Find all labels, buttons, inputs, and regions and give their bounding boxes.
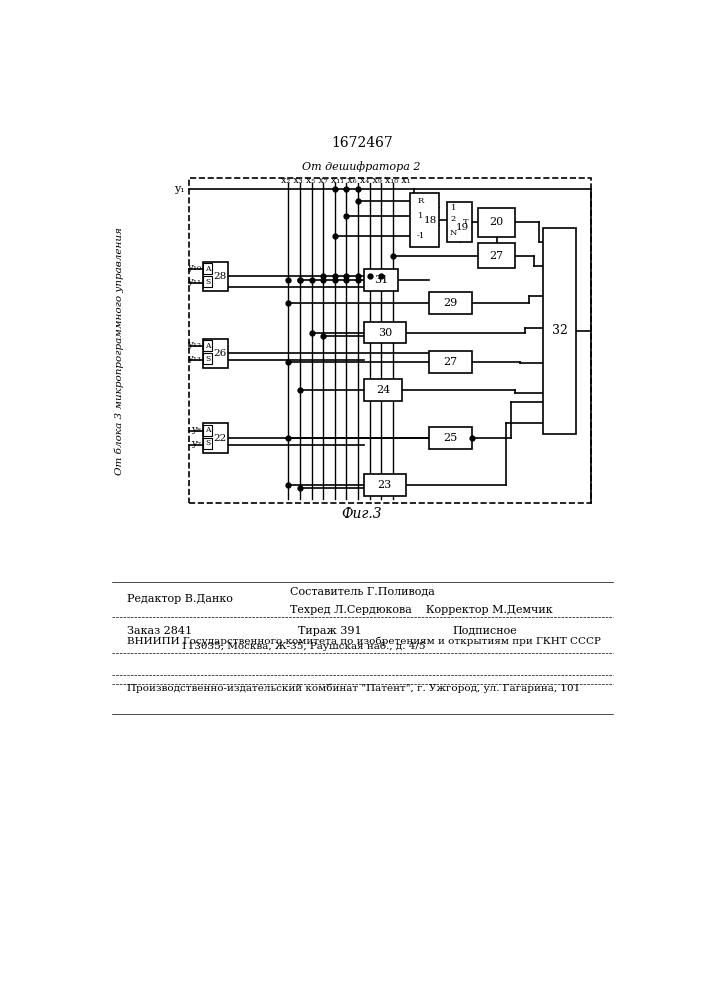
Bar <box>429 427 472 449</box>
Text: Техред Л.Сердюкова    Корректор М.Демчик: Техред Л.Сердюкова Корректор М.Демчик <box>290 605 552 615</box>
Bar <box>363 474 406 496</box>
Bar <box>203 276 212 287</box>
Text: 1672467: 1672467 <box>331 136 393 150</box>
Text: y₁: y₁ <box>174 184 185 194</box>
Bar <box>203 263 212 274</box>
Bar <box>363 269 398 291</box>
Text: T: T <box>463 218 469 226</box>
Bar <box>543 228 575 434</box>
Text: Подписное: Подписное <box>452 626 518 636</box>
Text: 28: 28 <box>214 272 227 281</box>
Text: 29: 29 <box>443 298 458 308</box>
Text: 25: 25 <box>443 433 458 443</box>
Text: Фиг.3: Фиг.3 <box>341 507 382 521</box>
Text: ВНИИПИ Государственного комитета по изобретениям и открытиям при ГКНТ СССР: ВНИИПИ Государственного комитета по изоб… <box>127 636 601 646</box>
Text: y₁₀: y₁₀ <box>187 263 201 272</box>
Text: Тираж 391: Тираж 391 <box>298 626 361 636</box>
Bar <box>189 178 590 503</box>
Bar <box>478 243 515 268</box>
Text: -1: -1 <box>416 232 424 240</box>
Text: 23: 23 <box>378 480 392 490</box>
Text: 1: 1 <box>418 212 423 220</box>
Text: y₈: y₈ <box>191 425 201 434</box>
Bar <box>429 292 472 314</box>
Bar <box>203 262 228 291</box>
Bar <box>203 425 212 436</box>
Text: Редактор В.Данко: Редактор В.Данко <box>127 594 233 604</box>
Text: 20: 20 <box>490 217 504 227</box>
Text: A: A <box>205 426 211 434</box>
Bar <box>203 339 228 368</box>
Text: y₇: y₇ <box>191 439 201 448</box>
Text: 31: 31 <box>374 275 388 285</box>
Text: 113035, Москва, Ж-35, Раушская наб., д. 4/5: 113035, Москва, Ж-35, Раушская наб., д. … <box>182 642 426 651</box>
Text: A: A <box>205 265 211 273</box>
Text: S: S <box>205 439 211 447</box>
Bar <box>203 438 212 449</box>
Text: 27: 27 <box>490 251 504 261</box>
Text: 18: 18 <box>424 216 437 225</box>
Text: От дешифратора 2: От дешифратора 2 <box>301 161 420 172</box>
Bar <box>363 379 402 401</box>
Text: N: N <box>450 229 457 237</box>
Text: 2: 2 <box>451 215 456 223</box>
Bar <box>363 322 406 343</box>
Text: 19: 19 <box>455 223 469 232</box>
Text: 24: 24 <box>375 385 390 395</box>
Text: 26: 26 <box>214 349 227 358</box>
Bar <box>478 208 515 237</box>
Bar <box>448 202 472 242</box>
Text: S: S <box>205 355 211 363</box>
Text: R: R <box>417 197 423 205</box>
Text: Составитель Г.Поливода: Составитель Г.Поливода <box>290 586 435 596</box>
Text: 1: 1 <box>451 204 456 212</box>
Text: 32: 32 <box>551 324 568 337</box>
Bar <box>203 423 228 453</box>
Text: x₂ x₃ x₅ x₇ x₁₁ x₆ x₄ x₉ x₁₀ x₁: x₂ x₃ x₅ x₇ x₁₁ x₆ x₄ x₉ x₁₀ x₁ <box>281 176 410 185</box>
Bar <box>203 353 212 364</box>
Text: y₁₁: y₁₁ <box>187 277 201 286</box>
Bar <box>429 351 472 373</box>
Text: A: A <box>205 342 211 350</box>
Bar <box>410 193 440 247</box>
Bar <box>203 340 212 351</box>
Text: S: S <box>205 278 211 286</box>
Text: Заказ 2841: Заказ 2841 <box>127 626 192 636</box>
Text: Производственно-издательский комбинат "Патент", г. Ужгород, ул. Гагарина, 101: Производственно-издательский комбинат "П… <box>127 684 580 693</box>
Text: От блока 3 микропрограммного управления: От блока 3 микропрограммного управления <box>115 227 124 475</box>
Text: 30: 30 <box>378 328 392 338</box>
Text: 27: 27 <box>443 357 457 367</box>
Text: y₁₃: y₁₃ <box>187 354 201 363</box>
Text: 22: 22 <box>214 434 227 443</box>
Text: y₁₂: y₁₂ <box>187 340 201 349</box>
